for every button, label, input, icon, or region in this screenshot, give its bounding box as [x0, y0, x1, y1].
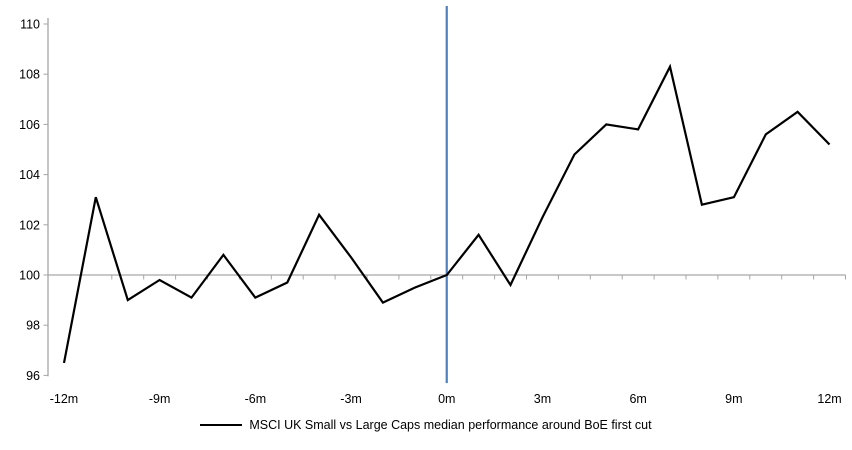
y-tick-label: 100 [19, 269, 40, 283]
y-tick-label: 108 [19, 68, 40, 82]
y-tick-label: 104 [19, 168, 40, 182]
x-axis-labels: -12m -9m -6m -3m 0m 3m 6m 9m 12m [50, 392, 842, 406]
x-tick-label: 3m [534, 392, 551, 406]
x-tick-label: 9m [725, 392, 742, 406]
y-tick-label: 98 [26, 319, 40, 333]
legend: MSCI UK Small vs Large Caps median perfo… [0, 416, 852, 434]
y-tick-label: 102 [19, 218, 40, 232]
x-tick-label: -3m [340, 392, 362, 406]
y-tick-label: 110 [20, 18, 40, 32]
legend-line-swatch [200, 424, 243, 426]
x-tick-label: -9m [149, 392, 171, 406]
x-tick-label: 12m [817, 392, 841, 406]
y-tick-label: 106 [19, 118, 40, 132]
legend-label: MSCI UK Small vs Large Caps median perfo… [249, 418, 652, 432]
x-tick-label: 0m [438, 392, 455, 406]
x-tick-label: -6m [245, 392, 267, 406]
y-axis: 96 98 100 102 104 106 108 110 [19, 18, 49, 383]
x-tick-label: -12m [50, 392, 78, 406]
series-line [62, 63, 831, 364]
x-tick-label: 6m [629, 392, 646, 406]
y-tick-label: 96 [26, 369, 40, 383]
